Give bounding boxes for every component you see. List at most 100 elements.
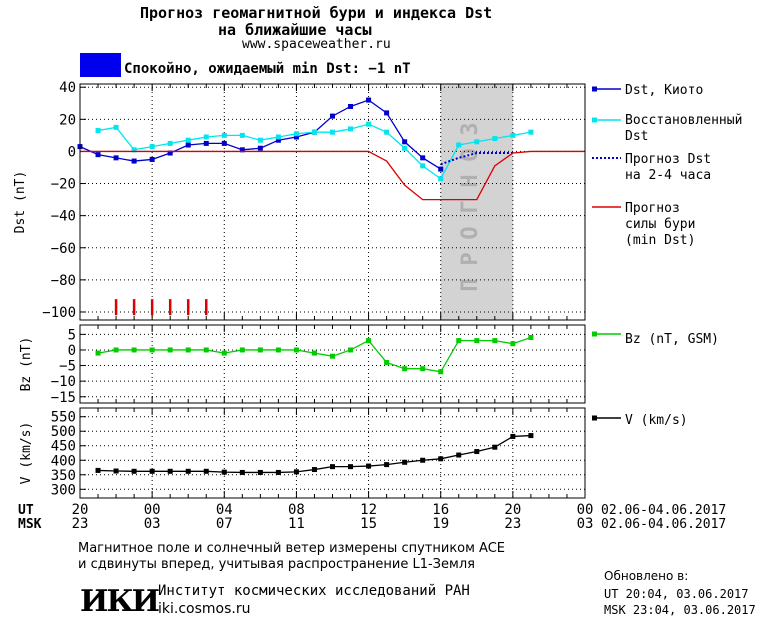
forecast-band-letter: О [458,148,483,161]
y-tick-label: 350 [51,468,76,484]
data-point [131,147,137,153]
status-text: Спокойно, ожидаемый min Dst: −1 nT [124,61,411,77]
data-point [149,156,155,162]
data-point [203,140,209,146]
data-point [239,132,245,138]
data-point [348,464,354,470]
data-point [113,124,119,130]
y-tick-label: −5 [59,359,76,375]
data-point [330,353,335,359]
data-point [221,140,227,146]
institute-site: iki.cosmos.ru [158,601,251,617]
ut-tick-label: 12 [360,502,377,518]
legend-storm-label-1: Прогноз [625,201,680,216]
ut-row-label: UT [18,503,34,518]
forecast-band-letter: Р [458,252,483,265]
data-point [420,155,426,161]
forecast-band-letter: Г [458,200,483,213]
legend-storm-label-3: (min Dst) [625,233,695,248]
y-tick-label: −15 [51,390,76,406]
data-point [456,142,462,148]
msk-tick-label: 03 [144,516,161,532]
data-point [257,145,263,151]
data-point [113,347,119,353]
data-point [113,468,119,474]
panel-frame [79,83,586,321]
y-tick-label: 40 [59,80,76,96]
data-point [402,459,408,465]
data-point [257,137,263,143]
legend-forecast-dst-label-2: на 2-4 часа [625,168,711,183]
data-point [366,463,372,469]
legend-restored-label-1: Восстановленный [625,113,742,128]
msk-tick-label: 15 [360,516,377,532]
page-title-line1: Прогноз геомагнитной бури и индекса Dst [140,4,493,22]
data-point [510,341,516,347]
msk-row-label: MSK [18,517,42,532]
data-point [420,163,426,169]
forecast-band-letter: З [458,122,483,135]
data-point [456,338,462,344]
forecast-band-letter: Н [458,174,483,187]
updated-label: Обновлено в: [604,569,689,583]
forecast-band [440,84,513,320]
data-point [330,113,335,119]
forecast-band-letter: П [458,278,483,291]
data-point [366,97,372,103]
data-point [420,366,426,372]
data-point [149,144,155,150]
data-point [239,347,245,353]
data-point [348,126,354,132]
data-point [384,129,390,135]
y-tick-label: 400 [51,453,76,469]
data-point [402,366,408,372]
y-axis-label: V (km/s) [19,422,34,485]
data-point [528,129,534,135]
data-point [348,103,354,109]
y-tick-label: −60 [51,241,76,257]
data-point [275,469,281,475]
series-line [80,150,585,201]
y-tick-label: 500 [51,424,76,440]
legend-dst-label: Dst, Киото [625,83,703,98]
y-tick-label: 550 [51,410,76,426]
footnote-line2: и сдвинуты вперед, учитывая распростране… [78,557,475,572]
data-point [402,139,408,145]
data-point [185,142,191,148]
data-point [438,456,444,462]
legend-bz-label: Bz (nT, GSM) [625,332,719,347]
iki-logo: ИКИ [80,584,160,619]
data-point [492,338,498,344]
ut-tick-label: 00 [144,502,161,518]
msk-tick-label: 11 [288,516,305,532]
data-point [239,147,245,153]
data-point [528,334,534,340]
y-tick-label: −20 [51,177,76,193]
legend-bz-swatch-marker [592,331,597,337]
ut-tick-label: 00 [577,502,594,518]
date-range-msk: 02.06-04.06.2017 [601,517,726,532]
legend-dst-swatch-marker [592,86,597,92]
data-point [185,468,191,474]
data-point [257,347,263,353]
data-point [384,359,390,365]
msk-tick-label: 23 [504,516,521,532]
data-point [311,350,317,356]
data-point [293,131,299,137]
msk-tick-label: 03 [577,516,594,532]
data-point [366,338,372,344]
data-point [311,129,317,135]
y-tick-label: 0 [68,343,76,359]
data-point [474,338,480,344]
data-point [293,469,299,475]
data-point [492,136,498,142]
series-line [98,434,531,474]
data-point [492,444,498,450]
msk-tick-label: 23 [72,516,89,532]
data-point [131,468,137,474]
footnote-line1: Магнитное поле и солнечный ветер измерен… [78,541,506,556]
ut-tick-label: 04 [216,502,233,518]
updated-msk: MSK 23:04, 03.06.2017 [604,603,756,617]
panel-frame [79,324,586,404]
